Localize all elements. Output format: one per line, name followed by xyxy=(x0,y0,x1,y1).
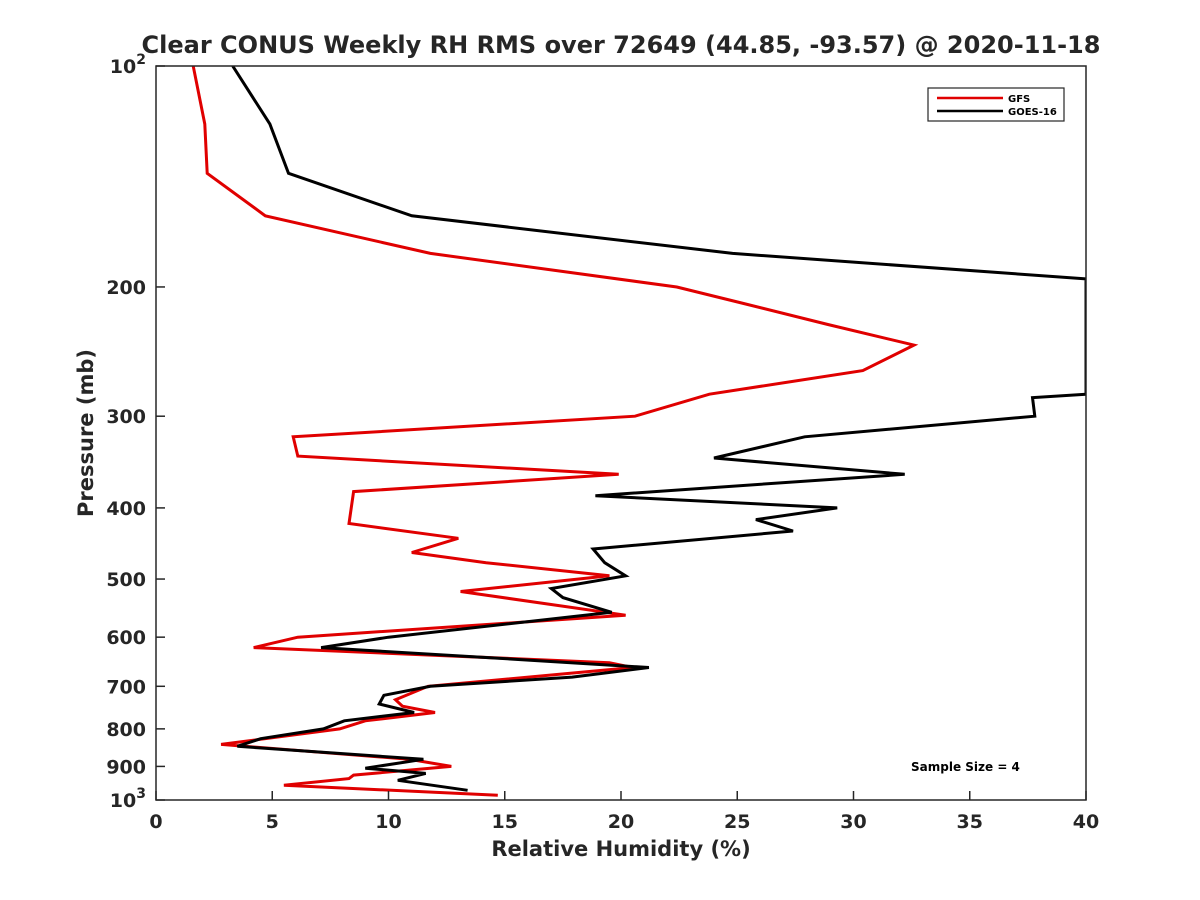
x-tick-label: 25 xyxy=(724,811,750,833)
series-line-gfs xyxy=(191,66,919,797)
y-tick-label: 700 xyxy=(106,676,146,698)
y-tick-label: 500 xyxy=(106,569,146,591)
chart-title: Clear CONUS Weekly RH RMS over 72649 (44… xyxy=(142,31,1101,59)
y-axis-ticks: 102 200 300 400 500 600 700 800 900 103 xyxy=(106,52,165,812)
sample-size-annotation: Sample Size = 4 xyxy=(911,760,1020,774)
x-tick-label: 30 xyxy=(840,811,866,833)
x-axis-label: Relative Humidity (%) xyxy=(491,837,750,861)
y-tick-label: 200 xyxy=(106,277,146,299)
legend-label-gfs: GFS xyxy=(1008,94,1030,105)
legend-box xyxy=(927,87,1065,122)
x-tick-label: 35 xyxy=(957,811,983,833)
y-tick-label: 600 xyxy=(106,627,146,649)
series-line-goes16 xyxy=(231,66,1086,792)
y-tick-label: 400 xyxy=(106,498,146,520)
y-tick-label: 103 xyxy=(110,786,146,812)
y-tick-label: 102 xyxy=(110,52,146,78)
legend: GFS GOES-16 xyxy=(927,87,1065,122)
x-tick-label: 20 xyxy=(608,811,634,833)
y-axis-label: Pressure (mb) xyxy=(74,349,98,517)
x-axis-ticks: 0 5 10 15 20 25 30 35 40 xyxy=(149,791,1099,833)
x-tick-label: 0 xyxy=(149,811,162,833)
y-tick-label: 900 xyxy=(106,756,146,778)
y-tick-label: 300 xyxy=(106,406,146,428)
x-tick-label: 15 xyxy=(492,811,518,833)
legend-label-goes16: GOES-16 xyxy=(1008,107,1057,118)
x-tick-label: 10 xyxy=(375,811,401,833)
y-tick-label: 800 xyxy=(106,719,146,741)
x-tick-label: 40 xyxy=(1073,811,1099,833)
x-tick-label: 5 xyxy=(266,811,279,833)
series-layer xyxy=(191,66,1086,797)
